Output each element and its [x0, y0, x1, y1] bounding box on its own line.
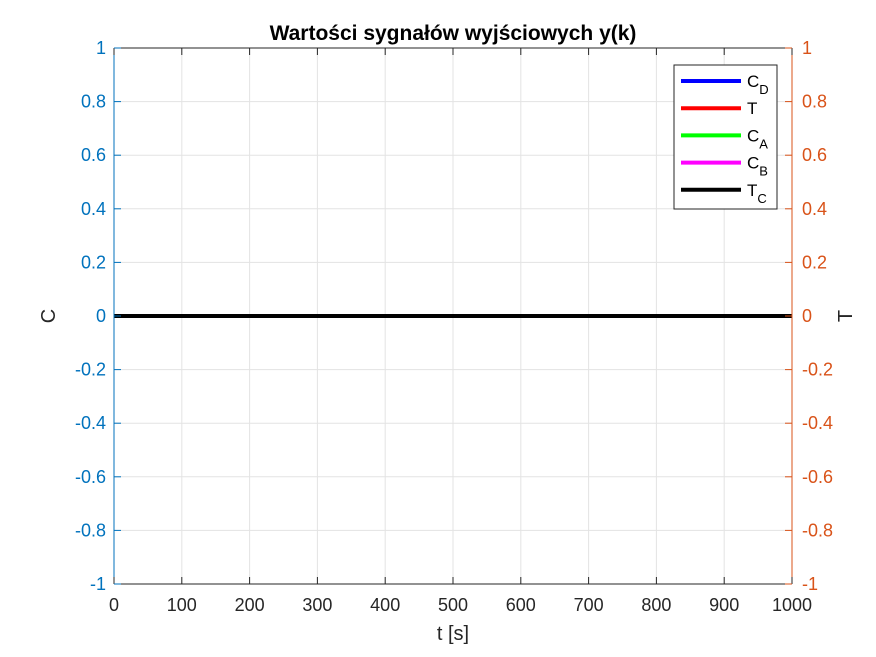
x-axis-label: t [s] — [437, 623, 469, 645]
right-y-tick-label: 0 — [802, 306, 812, 326]
right-y-tick-label: -0.6 — [802, 467, 833, 487]
x-tick-label: 300 — [302, 595, 332, 615]
x-tick-label: 500 — [438, 595, 468, 615]
legend-label-subscript: C — [757, 191, 766, 206]
left-y-tick-label: 1 — [96, 38, 106, 58]
x-tick-label: 600 — [506, 595, 536, 615]
left-y-tick-label: -0.4 — [75, 413, 106, 433]
x-tick-label: 1000 — [772, 595, 812, 615]
right-y-tick-label: 0.2 — [802, 252, 827, 272]
left-y-tick-label: -0.8 — [75, 520, 106, 540]
legend-label: T — [747, 99, 757, 118]
left-y-tick-label: 0.6 — [81, 145, 106, 165]
left-y-tick-label: -0.2 — [75, 360, 106, 380]
right-y-tick-label: -1 — [802, 574, 818, 594]
legend-label-subscript: B — [759, 164, 768, 179]
left-y-tick-label: -1 — [90, 574, 106, 594]
x-tick-label: 900 — [709, 595, 739, 615]
left-y-axis-label: C — [38, 309, 60, 323]
legend-label-subscript: A — [759, 136, 768, 151]
left-y-tick-label: 0.2 — [81, 252, 106, 272]
axes: 0 100 200 300 400 500 600 700 800 900 1000-1-0.8-0… — [75, 38, 833, 615]
left-y-tick-label: -0.6 — [75, 467, 106, 487]
legend-label-subscript: D — [759, 82, 768, 97]
left-y-tick-label: 0.4 — [81, 199, 106, 219]
x-tick-label: 0 — [109, 595, 119, 615]
right-y-tick-label: 0.6 — [802, 145, 827, 165]
right-y-axis-label: T — [835, 310, 857, 322]
x-tick-label: 200 — [235, 595, 265, 615]
left-y-tick-label: 0.8 — [81, 92, 106, 112]
x-tick-label: 700 — [574, 595, 604, 615]
right-y-tick-label: 1 — [802, 38, 812, 58]
right-y-tick-label: -0.4 — [802, 413, 833, 433]
right-y-tick-label: -0.8 — [802, 520, 833, 540]
chart-title: Wartości sygnałów wyjściowych y(k) — [270, 22, 637, 45]
right-y-tick-label: 0.8 — [802, 92, 827, 112]
x-tick-label: 100 — [167, 595, 197, 615]
right-y-tick-label: 0.4 — [802, 199, 827, 219]
x-tick-label: 800 — [641, 595, 671, 615]
left-y-tick-label: 0 — [96, 306, 106, 326]
x-tick-label: 400 — [370, 595, 400, 615]
right-y-tick-label: -0.2 — [802, 360, 833, 380]
